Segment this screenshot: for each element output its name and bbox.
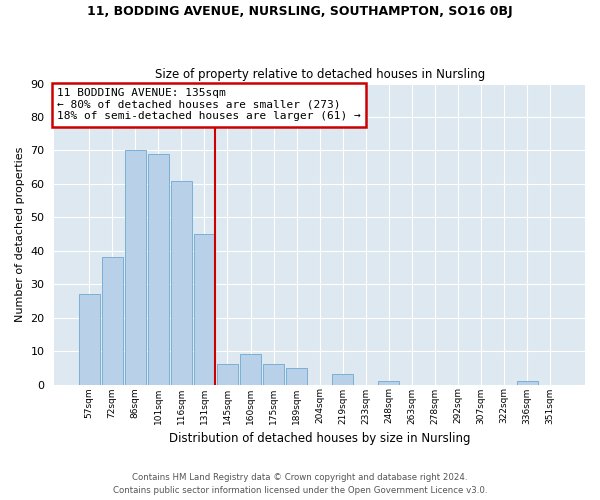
Text: 11 BODDING AVENUE: 135sqm
← 80% of detached houses are smaller (273)
18% of semi: 11 BODDING AVENUE: 135sqm ← 80% of detac… (57, 88, 361, 122)
Bar (101, 258, 123, 384)
Bar (125, 150, 146, 384)
X-axis label: Distribution of detached houses by size in Nursling: Distribution of detached houses by size … (169, 432, 470, 445)
Text: Contains HM Land Registry data © Crown copyright and database right 2024.
Contai: Contains HM Land Registry data © Crown c… (113, 474, 487, 495)
Bar (240, 354, 261, 384)
Bar (217, 364, 238, 384)
Bar (517, 381, 538, 384)
Bar (148, 154, 169, 384)
Text: 11, BODDING AVENUE, NURSLING, SOUTHAMPTON, SO16 0BJ: 11, BODDING AVENUE, NURSLING, SOUTHAMPTO… (87, 5, 513, 18)
Title: Size of property relative to detached houses in Nursling: Size of property relative to detached ho… (155, 68, 485, 81)
Bar (263, 364, 284, 384)
Bar (171, 180, 192, 384)
Bar (286, 368, 307, 384)
Bar (194, 234, 215, 384)
Bar (378, 381, 400, 384)
Y-axis label: Number of detached properties: Number of detached properties (15, 146, 25, 322)
Bar (79, 294, 100, 384)
Bar (332, 374, 353, 384)
